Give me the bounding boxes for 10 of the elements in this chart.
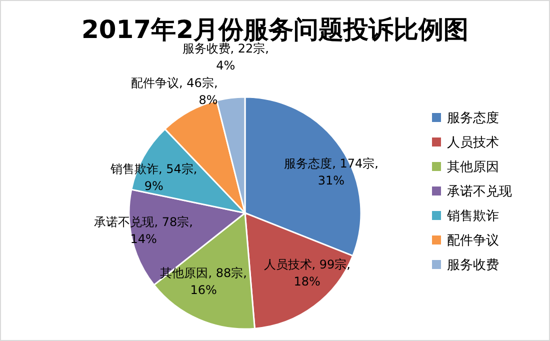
data-label: 服务收费, 22宗, 4% [182,41,269,72]
data-label: 配件争议, 46宗, 8% [131,76,218,108]
legend-label: 服务态度 [447,110,499,126]
legend-label: 其他原因 [447,160,499,175]
legend-label: 销售欺诈 [446,209,499,224]
legend-label: 人员技术 [447,136,499,150]
data-label: 人员技术, 99宗, 18% [264,258,350,289]
legend-label: 承诺不兑现 [447,184,512,200]
legend-label: 服务收费 [447,258,499,273]
legend-label: 配件争议 [447,234,499,248]
